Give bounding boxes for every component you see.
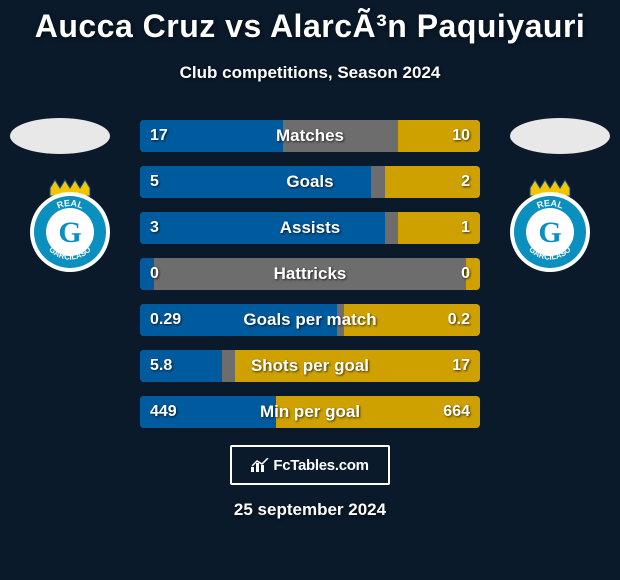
page-title: Aucca Cruz vs AlarcÃ³n Paquiyauri — [0, 0, 620, 45]
stat-row: 52Goals — [140, 166, 480, 198]
footer-date: 25 september 2024 — [0, 500, 620, 520]
stat-row: 1710Matches — [140, 120, 480, 152]
brand-text: FcTables.com — [273, 457, 368, 474]
brand-box: FcTables.com — [230, 445, 390, 485]
stat-row: 5.817Shots per goal — [140, 350, 480, 382]
page-subtitle: Club competitions, Season 2024 — [0, 63, 620, 83]
chart-icon — [251, 458, 269, 472]
stat-label: Assists — [140, 212, 480, 244]
stat-label: Shots per goal — [140, 350, 480, 382]
stat-row: 0.290.2Goals per match — [140, 304, 480, 336]
svg-text:G: G — [538, 216, 561, 249]
stat-label: Goals — [140, 166, 480, 198]
avatar-left — [10, 118, 110, 154]
svg-text:G: G — [58, 216, 81, 249]
stat-row: 31Assists — [140, 212, 480, 244]
stats-container: 1710Matches 52Goals 31Assists 00Hattricks 0.… — [140, 120, 480, 442]
stat-row: 00Hattricks — [140, 258, 480, 290]
stat-label: Matches — [140, 120, 480, 152]
stat-row: 449664Min per goal — [140, 396, 480, 428]
club-logo-right: G REAL GARCILASO — [500, 176, 600, 276]
stat-label: Goals per match — [140, 304, 480, 336]
stat-label: Min per goal — [140, 396, 480, 428]
stat-label: Hattricks — [140, 258, 480, 290]
avatar-right — [510, 118, 610, 154]
club-logo-left: G REAL GARCILASO — [20, 176, 120, 276]
